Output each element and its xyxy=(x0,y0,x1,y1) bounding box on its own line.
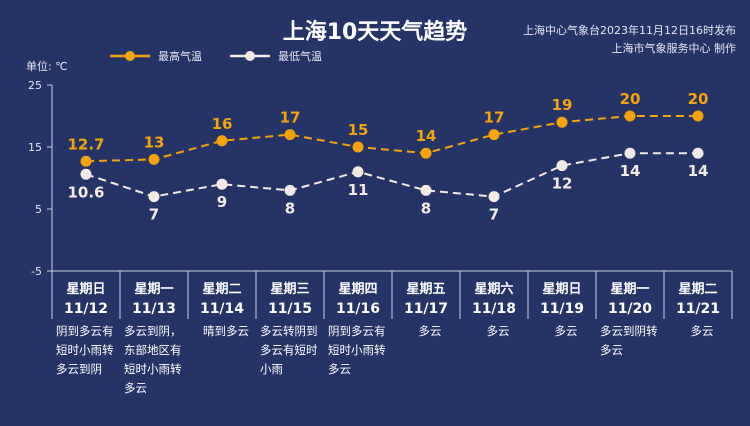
weather-description: 多云到阴，东部地区有短时小雨转多云 xyxy=(124,324,182,395)
high-temp-label: 16 xyxy=(212,115,233,133)
weather-description: 多云 xyxy=(554,324,578,338)
legend-high: 最高气温 xyxy=(110,48,202,64)
high-temp-point xyxy=(556,116,568,128)
weather-description: 多云 xyxy=(486,324,510,338)
x-weekday-label: 星期一 xyxy=(134,282,173,297)
low-temp-label: 9 xyxy=(217,193,227,211)
high-temp-point xyxy=(692,110,704,122)
weather-description: 阴到多云有短时小雨转多云 xyxy=(328,324,386,376)
weather-description: 多云 xyxy=(690,324,714,338)
high-temp-label: 17 xyxy=(484,109,505,127)
y-tick-label: 5 xyxy=(35,203,42,216)
x-weekday-label: 星期二 xyxy=(202,282,241,297)
legend-low: 最低气温 xyxy=(230,48,322,64)
low-temp-point xyxy=(80,168,92,180)
x-date-label: 11/19 xyxy=(540,301,584,317)
x-weekday-label: 星期一 xyxy=(610,282,649,297)
legend-low-marker-icon xyxy=(230,51,270,61)
legend-high-label: 最高气温 xyxy=(158,50,202,63)
x-weekday-label: 星期六 xyxy=(474,281,513,297)
x-date-label: 11/20 xyxy=(608,301,652,317)
low-temp-label: 7 xyxy=(489,206,499,224)
high-temp-label: 20 xyxy=(620,90,641,108)
high-temp-label: 17 xyxy=(280,109,301,127)
high-temp-point xyxy=(488,129,500,141)
y-tick-label: -5 xyxy=(31,265,42,278)
x-date-label: 11/18 xyxy=(472,301,516,317)
producer-text: 上海市气象服务中心 制作 xyxy=(611,42,737,55)
low-temp-point xyxy=(692,147,704,159)
x-date-label: 11/12 xyxy=(64,301,108,317)
low-temp-point xyxy=(216,178,228,190)
weather-description: 阴到多云有短时小雨转多云到阴 xyxy=(56,324,114,376)
high-temp-point xyxy=(216,135,228,147)
x-date-label: 11/13 xyxy=(132,301,176,317)
low-temp-label: 8 xyxy=(421,199,431,217)
high-temp-point xyxy=(420,147,432,159)
weather-description: 多云转阴到多云有短时小雨 xyxy=(260,324,318,376)
high-temp-point xyxy=(148,153,160,165)
x-weekday-label: 星期日 xyxy=(542,282,581,297)
x-date-label: 11/21 xyxy=(676,301,720,317)
x-weekday-label: 星期三 xyxy=(270,282,309,297)
high-temp-point xyxy=(80,155,92,167)
unit-label: 单位: ℃ xyxy=(26,60,68,73)
y-tick-label: 25 xyxy=(28,79,42,92)
high-temp-line xyxy=(85,115,698,163)
high-temp-label: 14 xyxy=(416,127,437,145)
low-temp-label: 10.6 xyxy=(67,183,104,201)
x-date-label: 11/16 xyxy=(336,301,380,317)
low-temp-label: 12 xyxy=(552,175,573,193)
high-temp-point xyxy=(284,129,296,141)
legend-high-marker-icon xyxy=(110,51,150,61)
high-temp-point xyxy=(624,110,636,122)
legend-low-label: 最低气温 xyxy=(278,50,322,63)
high-temp-label: 15 xyxy=(348,121,369,139)
high-temp-label: 19 xyxy=(552,96,573,114)
high-temp-label: 12.7 xyxy=(67,135,104,153)
weather-description: 多云到阴转多云 xyxy=(600,324,658,357)
low-temp-label: 14 xyxy=(620,162,641,180)
y-tick-label: 15 xyxy=(28,141,42,154)
low-temp-point xyxy=(352,166,364,178)
legend: 最高气温 最低气温 xyxy=(110,48,322,64)
low-temp-label: 7 xyxy=(149,206,159,224)
low-temp-label: 8 xyxy=(285,199,295,217)
low-temp-line xyxy=(85,152,698,198)
low-temp-point xyxy=(284,184,296,196)
publisher-text: 上海中心气象台2023年11月12日16时发布 xyxy=(523,24,736,37)
low-temp-point xyxy=(488,191,500,203)
x-weekday-label: 星期五 xyxy=(406,282,445,297)
high-temp-label: 20 xyxy=(688,90,709,108)
weather-description: 晴到多云 xyxy=(203,324,249,338)
low-temp-point xyxy=(624,147,636,159)
high-temp-label: 13 xyxy=(144,133,165,151)
low-temp-label: 14 xyxy=(688,162,709,180)
high-temp-point xyxy=(352,141,364,153)
low-temp-point xyxy=(556,160,568,172)
x-date-label: 11/14 xyxy=(200,301,244,317)
chart-title: 上海10天天气趋势 xyxy=(282,20,468,45)
low-temp-point xyxy=(420,184,432,196)
x-weekday-label: 星期二 xyxy=(678,282,717,297)
x-weekday-label: 星期四 xyxy=(338,282,377,297)
weather-description: 多云 xyxy=(418,324,442,338)
low-temp-label: 11 xyxy=(348,181,369,199)
x-date-label: 11/15 xyxy=(268,301,312,317)
x-date-label: 11/17 xyxy=(404,301,448,317)
low-temp-point xyxy=(148,191,160,203)
x-weekday-label: 星期日 xyxy=(66,282,105,297)
